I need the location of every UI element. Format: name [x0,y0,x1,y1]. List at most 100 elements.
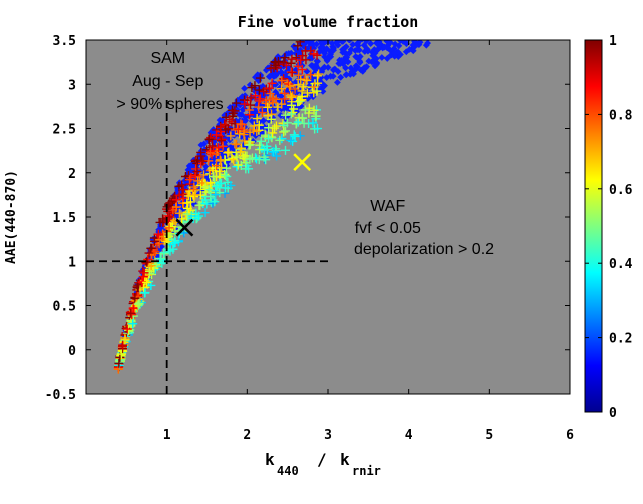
diamond-point [486,0,493,6]
diamond-point [266,73,274,80]
plus-point [269,147,279,157]
diamond-point [474,8,481,15]
plus-point [232,162,242,172]
diamond-point [404,2,411,9]
diamond-point [182,196,190,204]
diamond-point [484,0,491,5]
diamond-point [472,18,479,25]
plus-point [116,351,126,361]
plus-point [307,40,310,41]
diamond-point [342,43,350,51]
plus-point [308,118,318,128]
diamond-point [426,19,433,26]
diamond-point [346,49,353,57]
plus-point [165,246,175,256]
diamond-point [430,31,437,38]
diamond-point [359,4,366,11]
plus-point [142,277,152,287]
diamond-point [465,7,472,14]
plus-point [220,171,230,181]
y-tick-label: 0.5 [53,300,76,315]
diamond-point [327,50,334,58]
diamond-point [481,15,488,22]
plus-point [297,113,307,123]
plus-point [157,258,167,268]
plus-point [185,175,195,185]
diamond-point [360,64,368,72]
diamond-point [425,1,432,8]
diamond-point [437,0,444,5]
diamond-point [448,10,455,17]
diamond-point [152,253,159,261]
plus-point [254,96,264,106]
plus-point [267,95,277,105]
diamond-point [521,0,528,2]
diamond-point [409,0,416,3]
plus-point [144,248,154,258]
diamond-point [395,4,402,11]
diamond-point [402,6,409,13]
diamond-point [221,147,229,155]
plus-point [301,55,311,65]
plus-point [281,145,291,155]
plus-point [235,129,245,139]
diamond-point [423,14,430,21]
diamond-point [383,55,391,62]
diamond-point [436,14,443,21]
colorbar-tick-label: 1 [609,34,617,49]
diamond-point [470,3,477,10]
diamond-point [478,20,485,27]
diamond-point [409,47,417,55]
plus-point [158,214,168,224]
diamond-point [314,58,321,65]
plus-point [299,118,309,128]
diamond-point [355,46,363,54]
y-tick-label: 2 [68,167,76,182]
diamond-point [447,15,454,22]
diamond-point [448,0,455,6]
diamond-point [431,1,438,8]
plus-point [205,148,215,158]
diamond-point [337,57,345,64]
diamond-point [420,17,427,24]
diamond-point [500,1,507,8]
sam-label-line3: > 90% spheres [116,96,223,113]
x-tick-label: 1 [163,428,171,443]
diamond-point [253,101,261,109]
plus-point [156,254,166,264]
x-tick-label: 5 [485,428,493,443]
plus-point [230,106,240,116]
plus-point [239,153,249,163]
diamond-point [344,1,351,8]
diamond-point [357,6,364,13]
plus-point [254,120,264,130]
colorbar-tick-label: 0.4 [609,257,633,272]
plus-point [275,135,285,145]
diamond-point [399,0,406,4]
diamond-point [456,22,463,29]
diamond-point [468,19,475,26]
diamond-point [339,40,345,43]
plus-point [221,125,231,135]
sam-label-line1: SAM [150,50,185,67]
diamond-point [491,6,498,13]
diamond-point [221,134,228,142]
diamond-point [238,111,245,118]
diamond-point [374,0,381,1]
diamond-point [406,0,413,1]
plus-point [198,156,208,166]
diamond-point [320,31,327,38]
diamond-point [545,0,552,2]
plus-point [269,63,279,73]
diamond-point [530,0,537,7]
diamond-point [524,0,531,6]
diamond-point [200,140,208,148]
diamond-point [540,0,547,4]
plus-point [215,178,225,188]
diamond-point [455,23,462,30]
plus-point [134,298,144,308]
diamond-point [284,67,291,75]
diamond-point [429,29,436,36]
diamond-point [456,0,463,6]
diamond-point [202,163,210,170]
